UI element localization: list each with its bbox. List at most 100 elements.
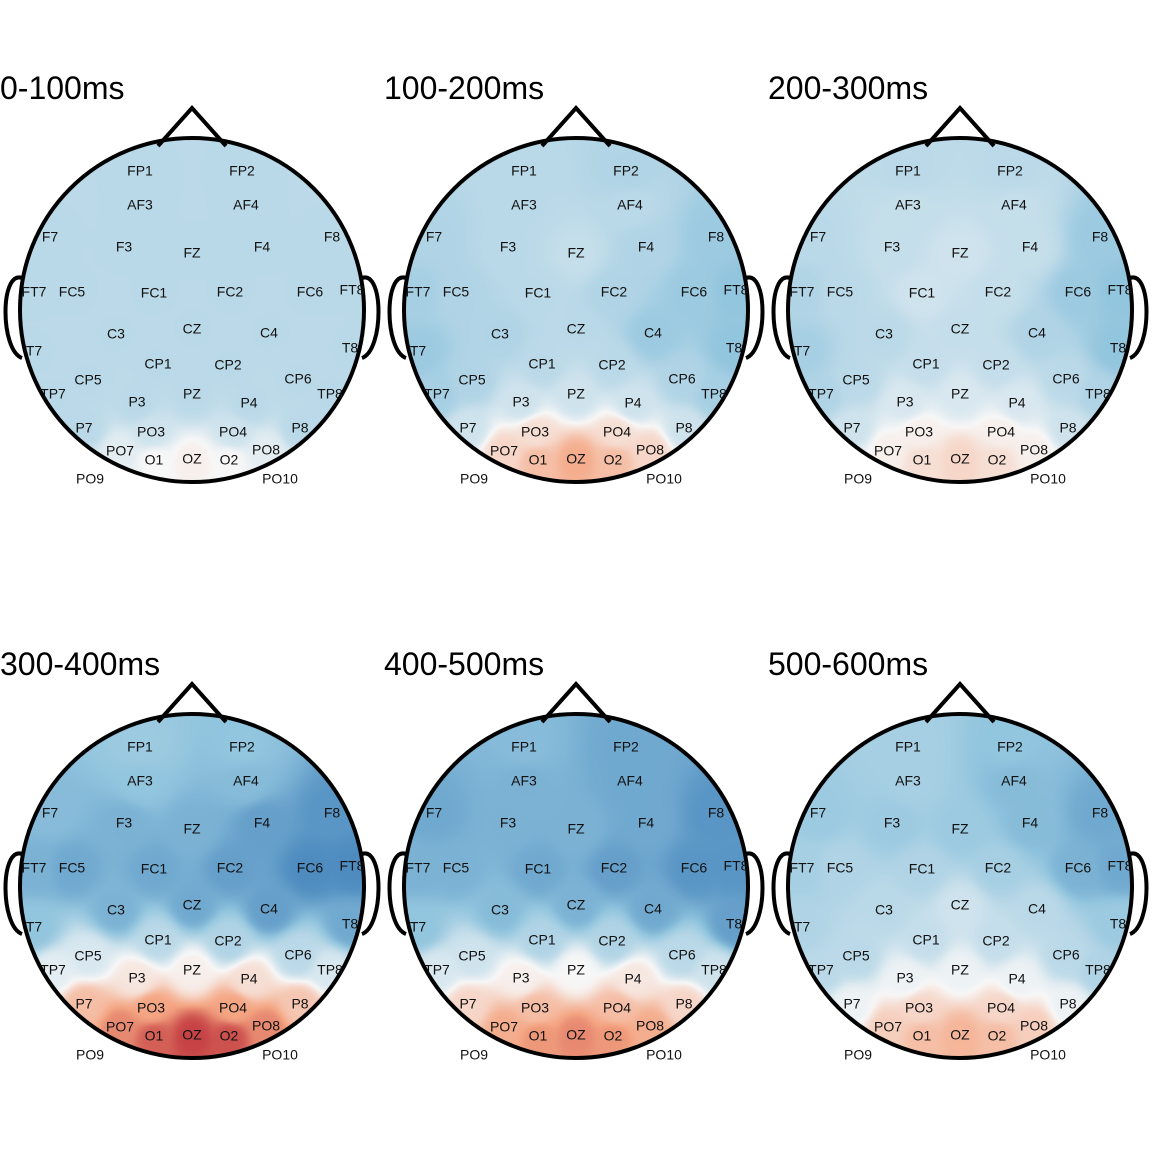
electrode-label: TP8 bbox=[1085, 386, 1111, 402]
panel-title: 500-600ms bbox=[768, 646, 929, 682]
electrode-label: PZ bbox=[567, 962, 585, 978]
electrode-label: F4 bbox=[638, 815, 655, 831]
electrode-label: TP8 bbox=[701, 386, 727, 402]
electrode-label: P8 bbox=[675, 996, 692, 1012]
electrode-label: P7 bbox=[843, 996, 860, 1012]
electrode-label: F8 bbox=[324, 805, 341, 821]
electrode-label: FC1 bbox=[141, 285, 168, 301]
electrode-label: AF4 bbox=[1001, 197, 1027, 213]
left-ear-outline bbox=[387, 275, 408, 360]
electrode-label: PO4 bbox=[603, 424, 631, 440]
electrode-label: CZ bbox=[567, 321, 586, 337]
electrode-label: P4 bbox=[624, 971, 641, 987]
electrode-label: FT8 bbox=[724, 282, 749, 298]
topoplot-svg: FP1 FP2 AF3 AF4 F7 F3 FZ F4 F8 FT7 FC5 FC1 FC2 FC6 FT8… bbox=[771, 105, 1149, 487]
electrode-label: FC6 bbox=[681, 284, 708, 300]
electrode-label: FZ bbox=[951, 245, 969, 261]
electrode-label: T7 bbox=[26, 919, 43, 935]
topoplot-svg: FP1 FP2 AF3 AF4 F7 F3 FZ F4 F8 FT7 FC5 FC1 FC2 FC6 FT8… bbox=[3, 105, 381, 487]
electrode-label: CP6 bbox=[284, 371, 311, 387]
electrode-label: F7 bbox=[810, 805, 827, 821]
electrode-label: FC2 bbox=[601, 860, 628, 876]
scalp-heatmap bbox=[20, 714, 364, 1058]
electrode-label: FC5 bbox=[443, 860, 470, 876]
electrode-label: PO8 bbox=[636, 1018, 664, 1034]
electrode-label: T8 bbox=[726, 340, 743, 356]
electrode-label: TP8 bbox=[701, 962, 727, 978]
electrode-label: T7 bbox=[410, 919, 427, 935]
electrode-label: CP5 bbox=[842, 948, 869, 964]
electrode-label: CP2 bbox=[982, 933, 1009, 949]
electrode-label: PO7 bbox=[490, 443, 518, 459]
electrode-label: CZ bbox=[567, 897, 586, 913]
topoplot-svg: FP1 FP2 AF3 AF4 F7 F3 FZ F4 F8 FT7 FC5 FC1 FC2 FC6 FT8… bbox=[387, 105, 765, 487]
head-outline bbox=[402, 712, 750, 1060]
right-ear-outline bbox=[1128, 275, 1149, 360]
electrode-label: FC5 bbox=[827, 860, 854, 876]
electrode-label: T8 bbox=[342, 916, 359, 932]
electrode-label: C4 bbox=[644, 325, 662, 341]
topoplot-svg: FP1 FP2 AF3 AF4 F7 F3 FZ F4 F8 FT7 FC5 FC1 FC2 FC6 FT8… bbox=[3, 681, 381, 1063]
electrode-label: FZ bbox=[567, 821, 585, 837]
electrode-label: P3 bbox=[512, 970, 529, 986]
electrode-label: FC1 bbox=[141, 861, 168, 877]
electrode-label: FT7 bbox=[406, 860, 431, 876]
electrode-label: PO7 bbox=[490, 1019, 518, 1035]
electrode-label: P4 bbox=[1008, 971, 1025, 987]
left-ear-outline bbox=[3, 275, 24, 360]
electrode-label: T8 bbox=[726, 916, 743, 932]
electrode-label: O1 bbox=[145, 1028, 164, 1044]
electrode-label: F4 bbox=[638, 239, 655, 255]
electrode-label: FT7 bbox=[790, 860, 815, 876]
electrode-label: PO9 bbox=[76, 1047, 104, 1063]
head-outline bbox=[786, 712, 1134, 1060]
electrode-label: FC5 bbox=[59, 284, 86, 300]
electrode-label: AF4 bbox=[233, 197, 259, 213]
electrode-label: O2 bbox=[988, 452, 1007, 468]
electrode-label: CP5 bbox=[458, 948, 485, 964]
electrode-label: T7 bbox=[26, 343, 43, 359]
electrode-label: P3 bbox=[896, 394, 913, 410]
electrode-label: CZ bbox=[951, 897, 970, 913]
electrode-label: AF4 bbox=[1001, 773, 1027, 789]
electrode-label: FC2 bbox=[217, 860, 244, 876]
electrode-label: FC2 bbox=[217, 284, 244, 300]
electrode-label: T8 bbox=[342, 340, 359, 356]
electrode-label: P7 bbox=[75, 420, 92, 436]
electrode-label: PO8 bbox=[252, 442, 280, 458]
electrode-label: P8 bbox=[1059, 420, 1076, 436]
electrode-label: FT7 bbox=[22, 860, 47, 876]
electrode-label: P4 bbox=[624, 395, 641, 411]
electrode-label: FC2 bbox=[601, 284, 628, 300]
electrode-label: FZ bbox=[183, 245, 201, 261]
electrode-label: FT7 bbox=[22, 284, 47, 300]
electrode-label: CP2 bbox=[598, 357, 625, 373]
topoplot-panel: 500-600ms FP1 FP2 AF3 AF4 F7 F3 FZ F4 F8 FT7 FC5 FC1… bbox=[768, 576, 1152, 1152]
electrode-label: O2 bbox=[220, 1028, 239, 1044]
electrode-label: PO3 bbox=[137, 1000, 165, 1016]
electrode-label: PO7 bbox=[874, 1019, 902, 1035]
electrode-label: FP1 bbox=[895, 163, 921, 179]
electrode-label: CZ bbox=[951, 321, 970, 337]
electrode-label: F3 bbox=[884, 239, 901, 255]
electrode-label: FC1 bbox=[525, 285, 552, 301]
electrode-label: FC1 bbox=[525, 861, 552, 877]
electrode-label: PO4 bbox=[219, 424, 247, 440]
electrode-label: C3 bbox=[107, 326, 125, 342]
electrode-label: O1 bbox=[913, 1028, 932, 1044]
electrode-label: FP2 bbox=[997, 739, 1023, 755]
electrode-label: CP2 bbox=[598, 933, 625, 949]
electrode-label: O1 bbox=[913, 452, 932, 468]
electrode-label: TP7 bbox=[40, 386, 66, 402]
electrode-label: TP8 bbox=[317, 962, 343, 978]
electrode-label: CZ bbox=[183, 321, 202, 337]
electrode-label: FP2 bbox=[997, 163, 1023, 179]
electrode-label: P3 bbox=[128, 394, 145, 410]
panel-title: 100-200ms bbox=[384, 70, 545, 106]
electrode-label: FC1 bbox=[909, 861, 936, 877]
electrode-label: FC1 bbox=[909, 285, 936, 301]
electrode-label: F4 bbox=[254, 239, 271, 255]
left-ear-outline bbox=[387, 851, 408, 936]
nose-outline bbox=[924, 105, 996, 148]
